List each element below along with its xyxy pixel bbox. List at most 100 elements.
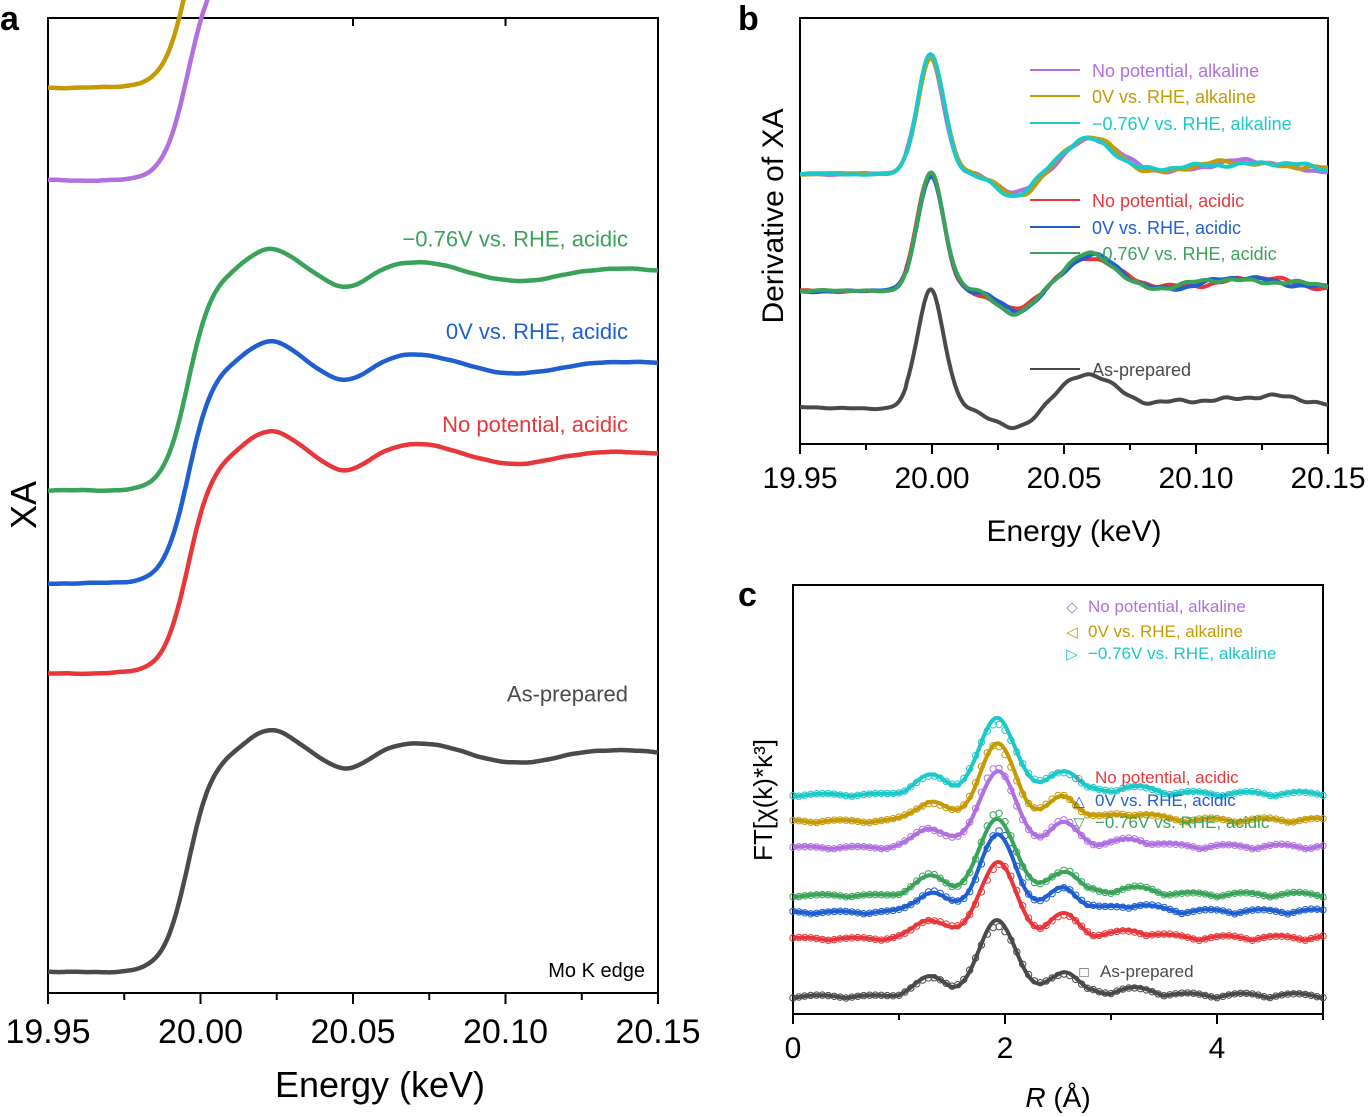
panel-c-marker (1019, 790, 1027, 798)
panel-c-marker (865, 909, 874, 917)
panel-c-y-axis-title: FT[χ(k)*k³] (748, 739, 778, 861)
panel-c-marker (1183, 989, 1192, 997)
panel-c-marker (812, 891, 821, 899)
panel-c-marker (1001, 750, 1009, 759)
panel-c-markers-no-potential-alkaline (789, 764, 1327, 853)
panel-c-marker (1001, 726, 1009, 734)
panel-c-marker (1077, 807, 1086, 816)
panel-c-marker (1036, 804, 1045, 812)
panel-c-x-tick-label: 4 (1209, 1032, 1226, 1065)
panel-c-marker (1036, 924, 1045, 933)
panel-c-marker (995, 827, 1003, 835)
panel-c-marker (995, 923, 1003, 931)
panel-c-marker (1001, 862, 1009, 871)
panel-c-marker (913, 828, 921, 837)
panel-c-marker (1066, 770, 1074, 779)
panel-c-marker (1036, 896, 1045, 905)
panel-c-marker (1130, 782, 1139, 791)
panel-c-marker (971, 900, 980, 908)
panel-a-series-no-potential-acidic (46, 429, 660, 677)
panel-c-marker (960, 827, 968, 836)
panel-c-marker (983, 727, 991, 735)
panel-c-markers-neg076-alkaline (789, 720, 1327, 800)
panel-c-marker (1319, 791, 1327, 800)
panel-c-marker (901, 887, 909, 896)
panel-c-marker (977, 888, 986, 896)
panel-c-marker (960, 975, 968, 984)
panel-c-marker (1077, 878, 1086, 886)
panel-b-x-ticks: 19.95 20.00 20.05 20.10 20.15 (762, 444, 1366, 495)
panel-b-derivative-spectra: b 19.95 20.00 20.05 20.10 20.15 No potential… (738, 0, 1366, 548)
panel-a-series-zero-v-alkaline (46, 0, 186, 91)
panel-c-marker (954, 922, 962, 930)
panel-c-marker (1013, 802, 1021, 810)
panel-b-legend-label-no-potential-alkaline: No potential, alkaline (1092, 61, 1259, 81)
panel-c-marker (913, 980, 921, 988)
panel-c-legend-label-zero-v-acidic: 0V vs. RHE, acidic (1095, 791, 1236, 810)
panel-c-marker (966, 887, 974, 896)
panel-c-x-axis-title: R (Å) (1025, 1082, 1090, 1113)
panel-c-marker (1001, 817, 1009, 826)
panel-c-marker (1130, 984, 1139, 992)
panel-c-marker (1289, 888, 1298, 897)
panel-c-legend-marker-no-potential-acidic: ○ (1074, 770, 1083, 787)
panel-c-marker (936, 774, 944, 782)
panel-c-marker (1019, 960, 1027, 968)
panel-c-marker (1007, 736, 1015, 745)
panel-a-series-zero-v-acidic (46, 338, 660, 587)
panel-c-marker (1072, 891, 1080, 899)
panel-c-marker (989, 765, 997, 773)
panel-c-marker (1272, 932, 1280, 940)
panel-c-legend-label-as-prepared: As-prepared (1100, 962, 1194, 981)
panel-c-marker (865, 934, 874, 943)
panel-c-marker (954, 897, 962, 905)
panel-c-marker (995, 764, 1003, 772)
panel-c-marker (1319, 906, 1327, 914)
panel-b-legend-label-zero-v-acidic: 0V vs. RHE, acidic (1092, 218, 1241, 238)
panel-b-legend-label-zero-v-alkaline: 0V vs. RHE, alkaline (1092, 87, 1256, 107)
panel-c-marker (989, 832, 997, 840)
panel-a-x-tick-label: 20.05 (310, 1013, 395, 1051)
panel-c-marker (1083, 837, 1092, 845)
panel-c-marker (995, 720, 1003, 729)
panel-c-marker (907, 926, 915, 934)
panel-c-markers-neg076-acidic (789, 809, 1327, 901)
panel-c-marker (907, 833, 915, 841)
panel-c-markers-zero-v-alkaline (789, 742, 1327, 827)
panel-c-marker (1077, 831, 1086, 840)
panel-c-marker (918, 825, 927, 833)
panel-c-marker (942, 879, 950, 887)
panel-c-marker (865, 843, 874, 851)
panel-c-marker (1001, 772, 1009, 781)
panel-c-marker (1019, 815, 1027, 824)
panel-b-legend-label-as-prepared: As-prepared (1092, 360, 1191, 380)
panel-c-marker (913, 922, 921, 930)
panel-b-x-tick-label: 20.00 (894, 462, 969, 495)
panel-b-legend: No potential, alkaline 0V vs. RHE, alkali… (1030, 61, 1292, 380)
panel-c-marker (971, 779, 980, 787)
panel-c-legend-label-neg076-acidic: −0.76V vs. RHE, acidic (1095, 813, 1270, 832)
panel-c-marker (895, 890, 903, 899)
panel-c-x-ticks: 0 2 4 (785, 1014, 1324, 1065)
panel-c-marker (966, 868, 974, 877)
panel-c-marker (1013, 948, 1021, 956)
panel-c-marker (1036, 833, 1045, 841)
panel-c-fit-as-prepared (792, 918, 1324, 1000)
panel-c-marker (913, 778, 921, 787)
panel-c-marker (1042, 829, 1050, 838)
panel-c-marker (1236, 989, 1245, 997)
panel-c-marker (983, 876, 991, 884)
panel-c-marker (936, 889, 944, 897)
panel-c-marker (942, 979, 950, 987)
panel-b-legend-label-neg076-alkaline: −0.76V vs. RHE, alkaline (1092, 114, 1292, 134)
panel-a-label-zero-v-acidic: 0V vs. RHE, acidic (446, 319, 628, 344)
panel-a-y-axis-title: XA (3, 481, 44, 529)
panel-c-marker (895, 991, 903, 999)
panel-c-marker (971, 751, 980, 760)
panel-c-marker (1007, 786, 1015, 795)
panel-c-marker (1219, 841, 1227, 849)
panel-c-marker (1077, 779, 1086, 787)
panel-c-legend-label-neg076-alkaline: −0.76V vs. RHE, alkaline (1088, 644, 1277, 663)
panel-c-marker (1024, 914, 1033, 922)
